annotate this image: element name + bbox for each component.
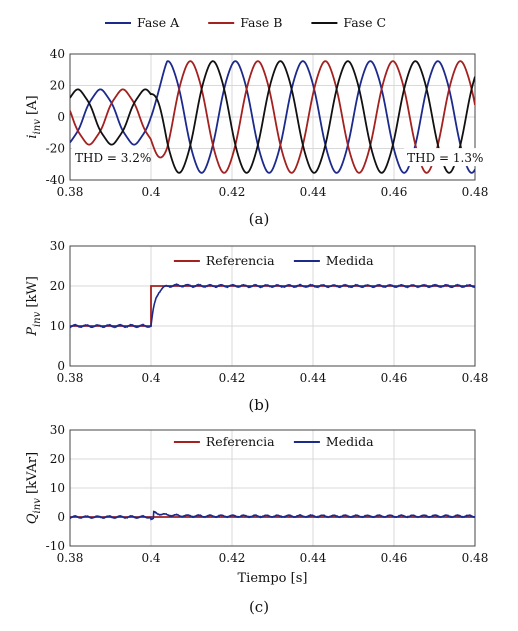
plot-frame: [69, 53, 476, 181]
series-line-medida: [70, 510, 475, 521]
y-tick-label: 20: [50, 79, 65, 93]
x-tick-label: 0.46: [381, 371, 408, 385]
x-tick-label: 0.38: [57, 371, 84, 385]
x-tick-label: 0.4: [141, 551, 160, 565]
x-tick-label: 0.48: [462, 371, 489, 385]
panel-1-axes: 0.38 0.4 0.42 0.44 0.46 0.48 0 10 20 30 Pinv [kW] (…: [25, 239, 488, 414]
thd-annotation: THD = 1.3%: [407, 151, 483, 165]
x-tick-label: 0.42: [219, 551, 246, 565]
y-tick-label: 10: [50, 481, 65, 495]
thd-annotation: THD = 3.2%: [75, 151, 151, 165]
panel-caption: (a): [249, 210, 270, 228]
y-tick-label: 40: [50, 47, 65, 61]
panel-2-axes: 0.38 0.4 0.42 0.44 0.46 0.48 -10 0 10 20 30 Qinv [k…: [25, 423, 488, 616]
panel-caption: (c): [249, 598, 269, 616]
y-tick-label: -10: [46, 539, 65, 553]
plot-frame: [69, 429, 476, 547]
x-tick-label: 0.38: [57, 185, 84, 199]
series-line-fase-b: [70, 60, 475, 174]
legend-label: Fase B: [240, 15, 282, 30]
panel-1-legend: Referencia Medida: [173, 253, 374, 268]
series-line-referencia: [70, 285, 475, 327]
y-tick-label: 20: [50, 279, 65, 293]
series-line-medida: [70, 283, 475, 329]
y-tick-label: -40: [46, 173, 65, 187]
y-tick-label: 10: [50, 319, 65, 333]
y-tick-label: 30: [50, 239, 65, 253]
panel-2-legend: Referencia Medida: [173, 434, 374, 449]
x-tick-label: 0.38: [57, 551, 84, 565]
panel-caption: (b): [248, 396, 269, 414]
x-tick-label: 0.44: [300, 551, 327, 565]
panel-0-legend: Fase A Fase B Fase C: [105, 15, 386, 30]
series-line-fase-a: [70, 60, 475, 174]
x-tick-label: 0.44: [300, 371, 327, 385]
legend-label: Fase A: [137, 15, 180, 30]
series-line-fase-c: [70, 60, 475, 174]
x-tick-label: 0.42: [219, 185, 246, 199]
x-tick-label: 0.4: [141, 371, 160, 385]
y-tick-label: -20: [46, 142, 65, 156]
y-axis-label: Pinv [kW]: [25, 276, 43, 337]
legend-label: Referencia: [206, 434, 275, 449]
legend-label: Medida: [326, 253, 374, 268]
y-tick-label: 30: [50, 423, 65, 437]
x-tick-label: 0.46: [381, 551, 408, 565]
y-tick-label: 20: [50, 452, 65, 466]
y-axis-label: Qinv [kVAr]: [25, 452, 43, 524]
x-tick-label: 0.46: [381, 185, 408, 199]
x-tick-label: 0.42: [219, 371, 246, 385]
y-axis-label: iinv [A]: [25, 95, 43, 138]
y-tick-label: 0: [57, 359, 65, 373]
annotation-bg: [72, 148, 148, 167]
y-tick-label: 0: [57, 110, 65, 124]
x-tick-label: 0.48: [462, 551, 489, 565]
plot-frame: [69, 245, 476, 367]
y-tick-label: 0: [57, 510, 65, 524]
legend-label: Medida: [326, 434, 374, 449]
panel-0-axes: 0.38 0.4 0.42 0.44 0.46 0.48 -40 -20 0 20 40 iinv […: [25, 47, 488, 228]
x-tick-label: 0.48: [462, 185, 489, 199]
x-tick-label: 0.4: [141, 185, 160, 199]
legend-label: Referencia: [206, 253, 275, 268]
annotation-bg: [404, 148, 480, 167]
legend-label: Fase C: [343, 15, 386, 30]
x-tick-label: 0.44: [300, 185, 327, 199]
x-axis-label: Tiempo [s]: [238, 571, 308, 586]
